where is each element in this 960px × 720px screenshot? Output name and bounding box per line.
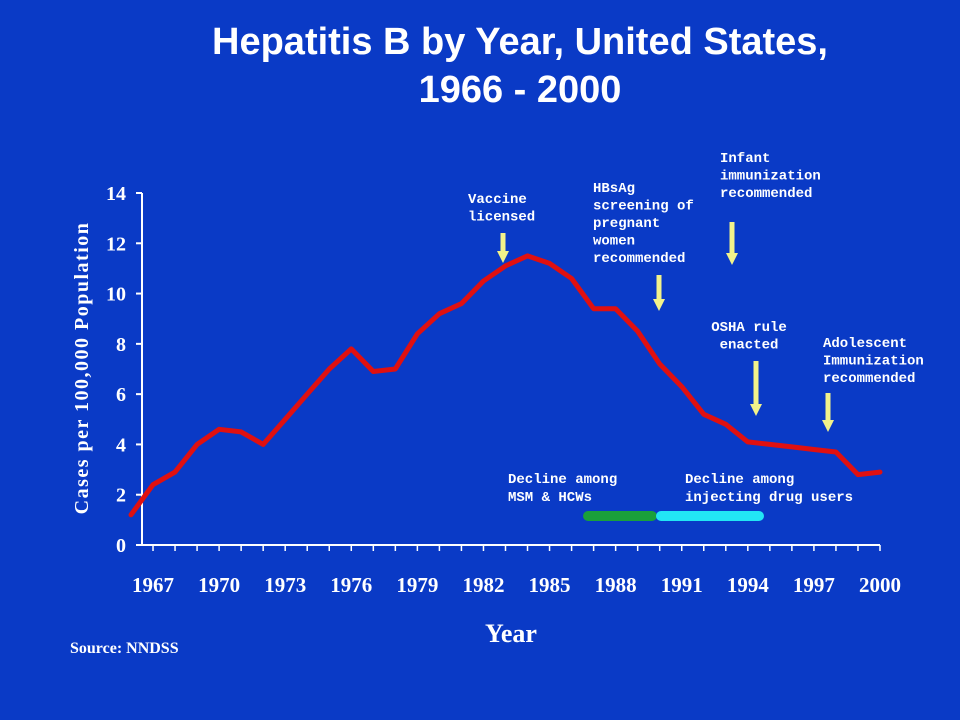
series-line <box>128 253 883 518</box>
x-tick-label: 1985 <box>529 573 571 597</box>
annotation-adolescent-label: recommended <box>823 371 915 387</box>
annotation-osha-arrow-icon <box>750 404 762 416</box>
x-tick-label: 1982 <box>462 573 504 597</box>
annotation-vaccine-arrow-icon <box>497 251 509 263</box>
range-msm-bar <box>583 511 657 521</box>
x-axis-label: Year <box>485 619 537 648</box>
annotation-hbsag-label: pregnant <box>593 216 660 232</box>
y-tick-label: 6 <box>116 384 126 406</box>
annotation-osha-label: OSHA rule <box>711 320 787 336</box>
y-tick-label: 14 <box>106 183 126 205</box>
x-tick-label: 1967 <box>132 573 174 597</box>
y-axis-label: Cases per 100,000 Population <box>71 222 93 515</box>
y-tick-label: 4 <box>116 434 126 456</box>
y-tick-label: 12 <box>106 233 126 255</box>
annotation-adolescent-label: Adolescent <box>823 336 907 352</box>
annotation-hbsag-arrow-icon <box>653 299 665 311</box>
x-tick-label: 1997 <box>793 573 835 597</box>
annotation-adolescent-arrow-shaft <box>825 393 831 422</box>
x-tick-label: 1970 <box>198 573 240 597</box>
range-idu-label: injecting drug users <box>685 490 853 506</box>
range-msm-label: MSM & HCWs <box>508 490 592 506</box>
annotation-hbsag-label: recommended <box>593 251 685 267</box>
chart-title-line2: 1966 - 2000 <box>418 69 622 111</box>
x-tick-label: 2000 <box>859 573 901 597</box>
y-tick-label: 0 <box>116 535 126 557</box>
annotation-vaccine-arrow-shaft <box>500 233 506 253</box>
y-tick-label: 8 <box>116 334 126 356</box>
y-tick-label: 2 <box>116 485 126 507</box>
x-tick-label: 1991 <box>661 573 703 597</box>
annotation-hbsag-label: screening of <box>593 199 694 215</box>
annotation-infant-arrow-shaft <box>729 222 735 255</box>
range-idu-bar <box>656 511 764 521</box>
annotation-vaccine-label: licensed <box>468 210 535 226</box>
x-tick-label: 1994 <box>727 573 770 597</box>
annotation-infant-label: recommended <box>720 186 812 202</box>
annotation-infant-label: Infant <box>720 151 770 167</box>
annotation-adolescent-label: Immunization <box>823 354 924 370</box>
annotation-infant-label: immunization <box>720 169 821 185</box>
x-tick-label: 1976 <box>330 573 372 597</box>
x-tick-label: 1979 <box>396 573 438 597</box>
annotation-hbsag-arrow-shaft <box>656 275 662 301</box>
source-note: Source: NNDSS <box>70 640 179 657</box>
annotation-infant-arrow-icon <box>726 253 738 265</box>
chart-title-line1: Hepatitis B by Year, United States, <box>212 21 828 63</box>
y-tick-label: 10 <box>106 284 126 306</box>
annotation-hbsag-label: women <box>593 234 635 250</box>
annotation-hbsag-label: HBsAg <box>593 181 635 197</box>
range-idu-label: Decline among <box>685 472 794 488</box>
x-tick-label: 1973 <box>264 573 306 597</box>
range-msm-label: Decline among <box>508 472 617 488</box>
x-tick-label: 1988 <box>595 573 637 597</box>
chart-title: Hepatitis B by Year, United States, 1966… <box>0 18 960 114</box>
annotation-vaccine-label: Vaccine <box>468 192 527 208</box>
annotation-osha-label: enacted <box>720 338 779 354</box>
annotation-osha-arrow-shaft <box>753 361 759 406</box>
annotation-adolescent-arrow-icon <box>822 420 834 432</box>
